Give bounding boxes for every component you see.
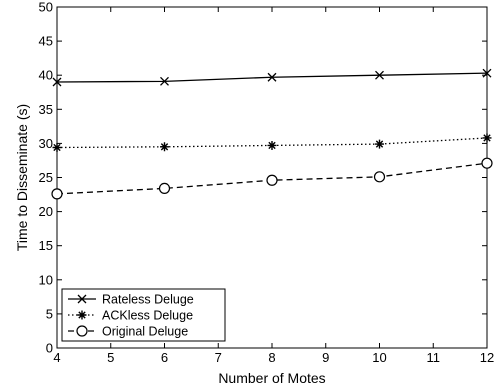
y-tick-label: 10 bbox=[39, 272, 53, 287]
data-point bbox=[482, 68, 492, 78]
data-point bbox=[158, 182, 171, 195]
data-point bbox=[51, 188, 63, 200]
x-axis-ticks: 4 5 6 7 8 9 10 11 12 bbox=[53, 7, 494, 365]
x-tick-label: 4 bbox=[53, 350, 60, 365]
y-tick-label: 50 bbox=[39, 0, 53, 15]
x-tick-label: 5 bbox=[107, 350, 114, 365]
legend-label: Rateless Deluge bbox=[102, 293, 194, 307]
x-tick-label: 7 bbox=[215, 350, 222, 365]
x-tick-label: 10 bbox=[372, 350, 386, 365]
series-ackless-deluge bbox=[52, 133, 492, 152]
data-point bbox=[160, 76, 169, 86]
data-point bbox=[481, 157, 493, 169]
x-tick-label: 8 bbox=[268, 350, 275, 365]
y-tick-label: 20 bbox=[39, 204, 53, 219]
y-tick-label: 25 bbox=[39, 170, 53, 185]
data-point bbox=[267, 140, 277, 150]
legend-label: ACKless Deluge bbox=[102, 309, 193, 323]
legend-entry: Rateless Deluge bbox=[68, 293, 194, 307]
y-tick-label: 15 bbox=[39, 238, 53, 253]
y-tick-label: 40 bbox=[39, 68, 53, 83]
y-tick-label: 35 bbox=[39, 102, 53, 117]
data-point bbox=[375, 70, 384, 80]
data-point bbox=[52, 142, 62, 152]
data-point bbox=[266, 174, 278, 186]
legend-entry: ACKless Deluge bbox=[68, 309, 193, 323]
y-tick-label: 0 bbox=[46, 341, 53, 356]
data-point bbox=[375, 139, 384, 149]
y-axis-label: Time to Disseminate (s) bbox=[14, 104, 30, 251]
x-tick-label: 6 bbox=[161, 350, 168, 365]
series-rateless-deluge bbox=[52, 68, 492, 87]
y-tick-label: 30 bbox=[39, 136, 53, 151]
data-point bbox=[482, 133, 492, 143]
data-point bbox=[267, 72, 277, 82]
legend-entry: Original Deluge bbox=[68, 325, 188, 339]
data-point bbox=[373, 171, 386, 183]
legend-marker bbox=[76, 325, 88, 337]
legend-marker bbox=[77, 294, 87, 304]
y-tick-label: 45 bbox=[39, 34, 53, 49]
series-original-deluge bbox=[51, 157, 493, 200]
y-tick-label: 5 bbox=[46, 306, 53, 321]
series-layer bbox=[51, 68, 493, 200]
data-point bbox=[160, 142, 169, 152]
legend: Rateless Deluge ACKless Deluge Original De… bbox=[61, 288, 226, 342]
legend-label: Original Deluge bbox=[102, 325, 188, 339]
x-axis-label: Number of Motes bbox=[218, 370, 325, 386]
y-axis-ticks: 0 5 10 15 20 25 30 35 40 45 50 bbox=[39, 0, 487, 356]
x-tick-label: 12 bbox=[480, 350, 494, 365]
x-tick-label: 9 bbox=[322, 350, 329, 365]
legend-marker bbox=[77, 310, 87, 320]
data-point bbox=[52, 77, 62, 87]
x-tick-label: 11 bbox=[427, 350, 441, 365]
